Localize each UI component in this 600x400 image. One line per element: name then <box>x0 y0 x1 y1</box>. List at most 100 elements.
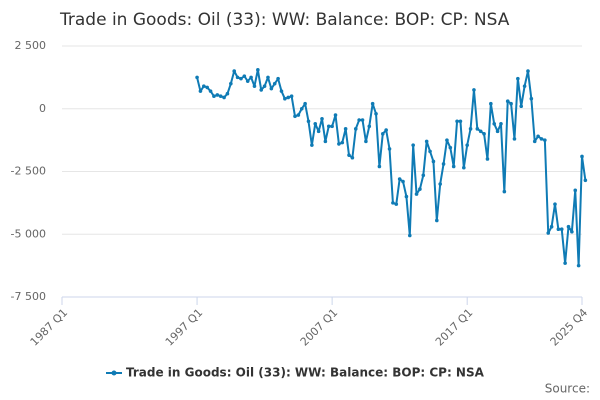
data-point <box>272 81 277 86</box>
data-point <box>519 104 524 109</box>
data-point <box>546 231 551 235</box>
data-point <box>455 119 459 124</box>
chart-title: Trade in Goods: Oil (33): WW: Balance: B… <box>59 10 510 30</box>
x-tick-label: 2017 Q1 <box>433 306 476 349</box>
data-point <box>252 84 257 88</box>
data-point <box>202 84 206 88</box>
data-point <box>532 139 537 144</box>
data-point <box>539 137 544 141</box>
data-point <box>259 88 264 92</box>
data-point <box>195 75 199 80</box>
legend-marker <box>111 370 117 376</box>
legend-label: Trade in Goods: Oil (33): WW: Balance: B… <box>126 366 485 380</box>
data-point <box>576 263 581 268</box>
data-point <box>313 122 318 126</box>
data-point <box>198 89 203 93</box>
y-tick-label: 2 500 <box>15 39 47 52</box>
data-point <box>306 119 311 124</box>
data-point <box>269 86 274 91</box>
data-point <box>279 89 284 93</box>
data-point <box>286 95 291 100</box>
data-point <box>489 101 493 106</box>
data-point <box>350 155 355 160</box>
y-tick-label: 0 <box>39 102 46 115</box>
data-point <box>374 111 378 116</box>
data-point <box>451 164 456 169</box>
data-point <box>266 75 270 80</box>
data-point <box>326 124 331 129</box>
data-point <box>435 218 439 223</box>
data-point <box>465 143 469 147</box>
data-point <box>482 132 486 136</box>
data-point <box>256 68 260 72</box>
data-point <box>377 164 382 169</box>
data-point <box>347 153 351 157</box>
data-point <box>475 127 480 131</box>
data-point <box>526 69 530 73</box>
data-point <box>293 114 297 119</box>
data-point <box>570 229 574 234</box>
x-tick-label: 1997 Q1 <box>163 306 206 349</box>
data-point <box>522 84 527 88</box>
y-tick-label: -2 500 <box>11 165 46 178</box>
data-point <box>391 201 395 205</box>
data-point <box>509 101 513 106</box>
data-point <box>543 138 547 142</box>
data-point <box>549 224 554 229</box>
data-point <box>242 74 247 78</box>
data-point <box>364 139 368 144</box>
data-point <box>229 81 233 86</box>
x-tick-label: 2007 Q1 <box>298 306 341 349</box>
data-point <box>478 129 483 134</box>
data-point <box>276 76 280 81</box>
data-point <box>320 116 324 121</box>
y-tick-label: -7 500 <box>11 290 46 303</box>
series-line <box>196 68 587 267</box>
data-point <box>438 182 442 186</box>
data-point <box>310 143 314 147</box>
data-point <box>512 137 517 141</box>
data-point <box>404 194 409 199</box>
data-point <box>384 128 388 132</box>
data-point <box>299 106 304 111</box>
data-point <box>330 124 334 129</box>
data-point <box>380 132 385 136</box>
source-label: Source: <box>545 382 590 396</box>
data-point <box>411 143 415 147</box>
data-point <box>289 94 294 98</box>
data-point <box>583 178 588 183</box>
data-point <box>245 79 250 83</box>
data-point <box>492 122 497 126</box>
data-point <box>516 76 520 81</box>
data-point <box>212 94 216 98</box>
data-point <box>505 99 510 104</box>
data-point <box>553 202 557 206</box>
data-point <box>428 149 432 154</box>
data-point <box>225 91 230 96</box>
data-point <box>448 145 453 150</box>
data-point <box>353 127 358 131</box>
data-point <box>458 119 463 124</box>
data-point <box>431 159 436 164</box>
data-point <box>563 261 567 265</box>
data-point <box>387 147 392 151</box>
data-point <box>296 113 301 117</box>
data-point <box>208 89 213 93</box>
data-point <box>556 227 561 232</box>
data-point <box>316 129 321 134</box>
data-point <box>424 139 429 144</box>
data-point <box>218 94 223 98</box>
data-point <box>367 124 372 129</box>
data-point <box>414 192 419 196</box>
x-tick-label: 1987 Q1 <box>28 306 71 349</box>
data-point <box>262 84 267 88</box>
data-point <box>357 118 361 122</box>
data-point <box>340 140 345 145</box>
data-point <box>360 118 365 122</box>
data-point <box>462 165 466 170</box>
data-point <box>205 85 209 90</box>
data-point <box>421 173 426 178</box>
data-point <box>401 179 405 184</box>
data-point <box>232 69 237 73</box>
